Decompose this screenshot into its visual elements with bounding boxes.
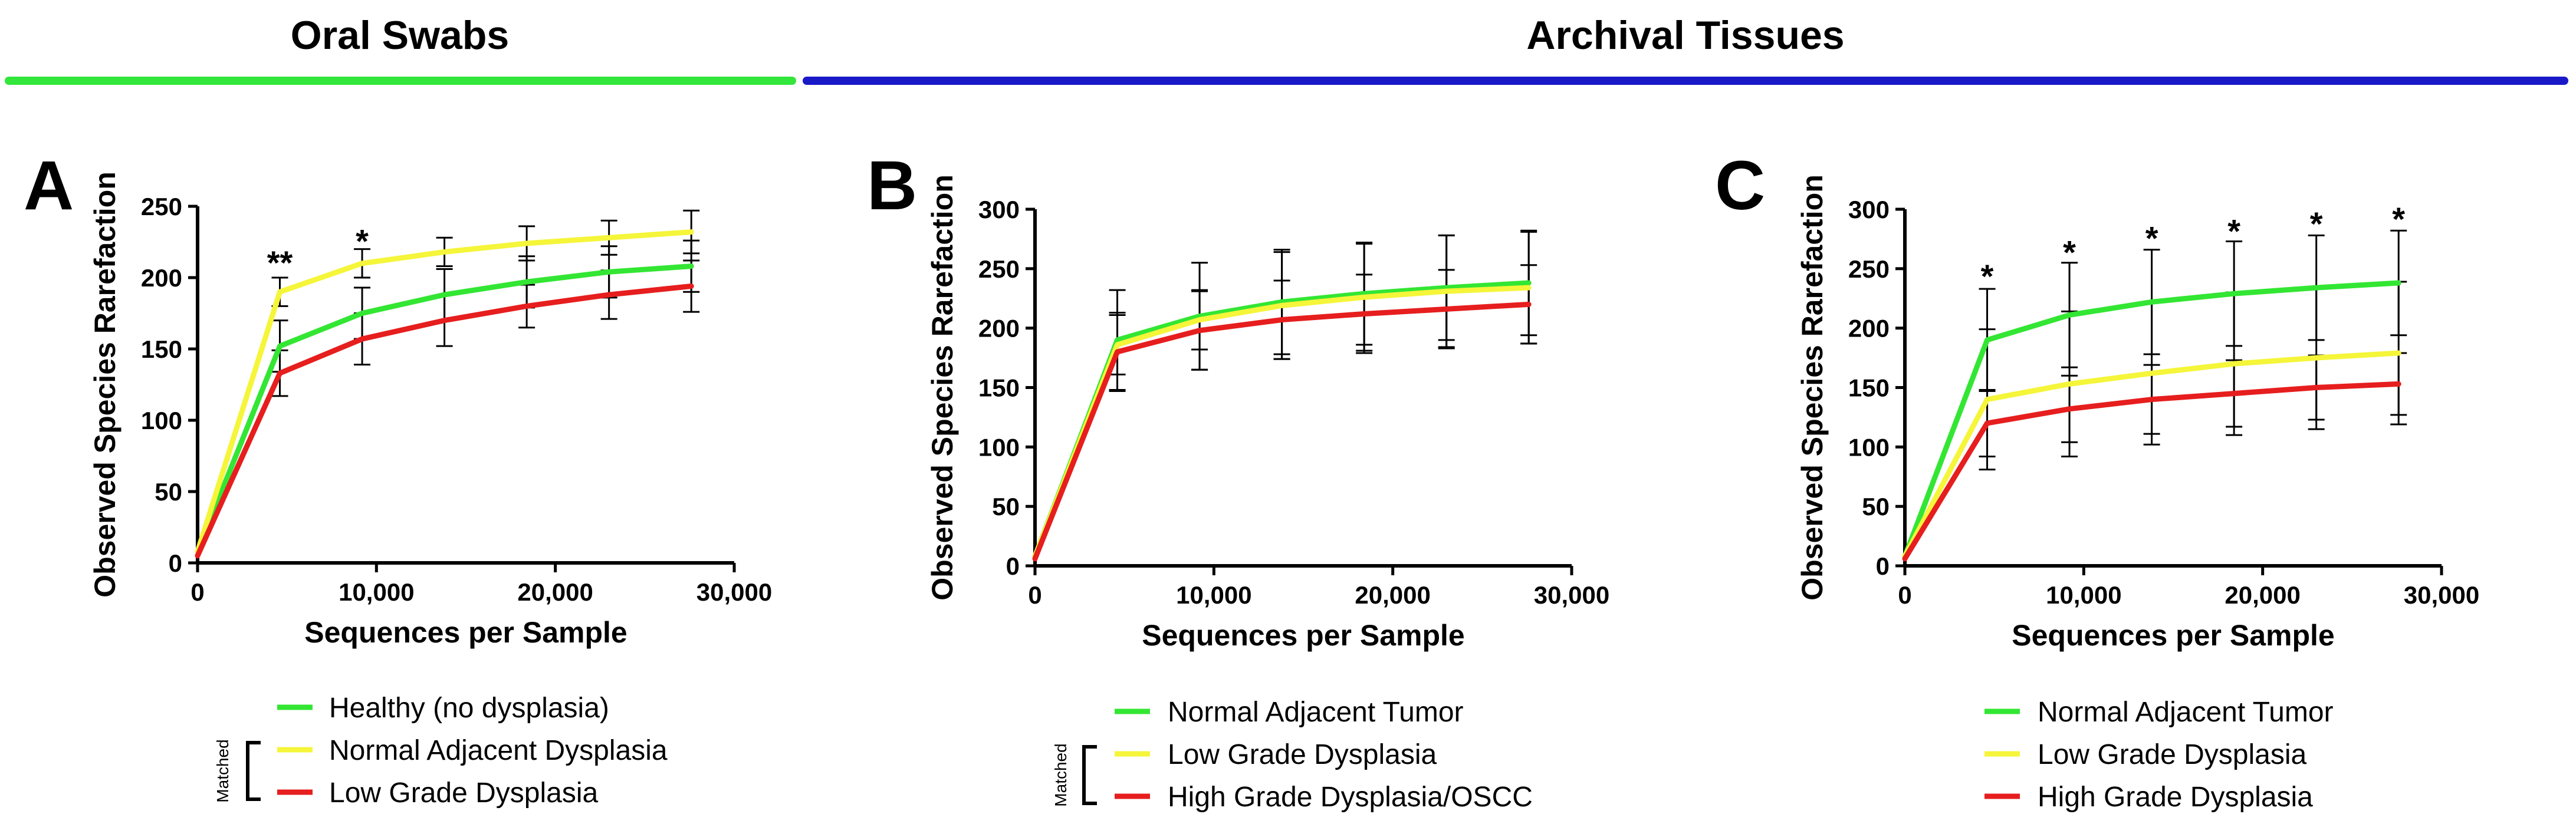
y-axis-label: Observed Species Rarefaction xyxy=(1796,174,1829,601)
x-axis-label: Sequences per Sample xyxy=(304,616,627,649)
significance-marker: * xyxy=(2392,200,2405,238)
panel-letter: C xyxy=(1715,147,1765,225)
legend-label: High Grade Dysplasia xyxy=(2038,782,2313,813)
legend-label: Low Grade Dysplasia xyxy=(329,777,599,809)
series-line-red xyxy=(195,284,694,559)
y-tick-label: 0 xyxy=(169,549,182,577)
y-tick-label: 300 xyxy=(1848,196,1890,223)
legend-label: Normal Adjacent Tumor xyxy=(1168,697,1464,728)
x-tick-label: 20,000 xyxy=(517,578,593,606)
x-tick-label: 20,000 xyxy=(1355,581,1430,609)
legend-label: High Grade Dysplasia/OSCC xyxy=(1168,782,1533,813)
y-tick-label: 150 xyxy=(141,335,182,363)
series-line-yellow xyxy=(1902,350,2401,559)
legend-label: Low Grade Dysplasia xyxy=(2038,739,2307,770)
x-tick-label: 0 xyxy=(1028,581,1041,609)
y-tick-label: 100 xyxy=(141,407,182,434)
y-tick-label: 200 xyxy=(141,264,182,292)
section-title-oral-swabs: Oral Swabs xyxy=(291,13,509,58)
x-axis-label: Sequences per Sample xyxy=(1142,619,1464,652)
legend-label: Healthy (no dysplasia) xyxy=(329,693,609,724)
significance-marker: * xyxy=(2063,234,2076,271)
significance-marker: * xyxy=(2227,212,2240,249)
y-tick-label: 100 xyxy=(978,433,1020,461)
x-tick-label: 30,000 xyxy=(2404,581,2479,609)
y-tick-label: 250 xyxy=(978,255,1020,283)
section-title-archival-tissues: Archival Tissues xyxy=(1526,13,1844,58)
y-tick-label: 250 xyxy=(141,193,182,220)
x-tick-label: 10,000 xyxy=(339,578,414,606)
significance-marker: * xyxy=(356,223,369,260)
legend-label: Low Grade Dysplasia xyxy=(1168,739,1437,770)
y-tick-label: 150 xyxy=(978,374,1020,402)
y-tick-label: 50 xyxy=(155,478,182,506)
x-tick-label: 30,000 xyxy=(696,578,772,606)
y-tick-label: 0 xyxy=(1006,552,1020,580)
y-tick-label: 100 xyxy=(1848,433,1890,461)
legend-label: Normal Adjacent Tumor xyxy=(2038,697,2334,728)
x-tick-label: 10,000 xyxy=(1176,581,1251,609)
series-line-yellow xyxy=(1032,285,1532,559)
y-tick-label: 250 xyxy=(1848,255,1890,283)
x-tick-label: 30,000 xyxy=(1534,581,1609,609)
y-tick-label: 150 xyxy=(1848,374,1890,402)
x-tick-label: 20,000 xyxy=(2225,581,2300,609)
panel-letter: A xyxy=(24,147,74,225)
series-line-green xyxy=(195,263,694,555)
series-line-green xyxy=(1032,280,1532,559)
significance-marker: * xyxy=(2310,205,2323,242)
significance-marker: * xyxy=(2145,219,2158,256)
x-tick-label: 10,000 xyxy=(2046,581,2121,609)
legend-bracket-label: Matched xyxy=(213,739,232,802)
panel-letter: B xyxy=(867,147,917,225)
series-line-yellow xyxy=(195,229,694,555)
significance-marker: ** xyxy=(267,244,293,281)
y-tick-label: 50 xyxy=(992,493,1020,520)
legend-bracket xyxy=(1082,745,1097,805)
series-line-green xyxy=(1902,280,2401,559)
x-tick-label: 0 xyxy=(190,578,204,606)
series-line-red xyxy=(1902,381,2401,562)
y-tick-label: 0 xyxy=(1876,552,1890,580)
y-axis-label: Observed Species Rarefaction xyxy=(926,174,959,601)
y-tick-label: 200 xyxy=(978,315,1020,342)
legend-bracket-label: Matched xyxy=(1052,743,1070,806)
panel-a: A 0 50 100 150 200 250 0 10,000 20,000 30,000 Seque… xyxy=(24,147,772,809)
x-tick-label: 0 xyxy=(1898,581,1911,609)
y-tick-label: 50 xyxy=(1862,493,1890,520)
y-tick-label: 200 xyxy=(1848,315,1890,342)
y-axis-label: Observed Species Rarefaction xyxy=(88,172,121,598)
legend-label: Normal Adjacent Dysplasia xyxy=(329,735,668,766)
significance-marker: * xyxy=(1981,258,1994,295)
series-line-red xyxy=(1032,301,1532,562)
y-tick-label: 300 xyxy=(978,196,1020,223)
x-axis-label: Sequences per Sample xyxy=(2012,619,2334,652)
legend-bracket xyxy=(246,741,261,801)
panel-b: B 0 50 100 150 200 250 300 0 10,000 20,000 30,000 Se… xyxy=(867,147,1609,813)
panel-c: C 0 50 100 150 200 250 300 0 10,000 20,000 30,000 Se… xyxy=(1715,147,2479,813)
